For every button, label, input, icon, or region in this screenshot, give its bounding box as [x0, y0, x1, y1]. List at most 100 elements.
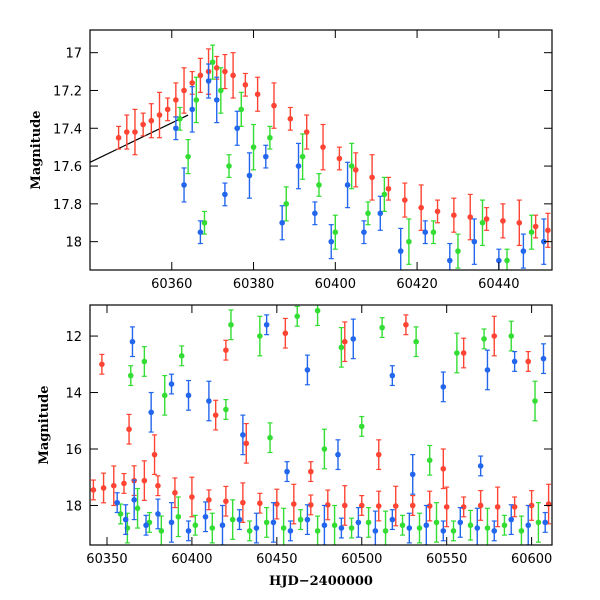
- data-point: [501, 522, 508, 529]
- data-point: [403, 321, 409, 328]
- data-point: [161, 392, 168, 399]
- bottom-panel: 60350 60400 60450 60500 60550 60600 12 14 16 18 M…: [37, 304, 553, 589]
- bottom-series-0-point: [528, 490, 535, 521]
- bottom-series-2-point: [525, 504, 532, 545]
- data-point: [148, 117, 155, 124]
- top-x-tick-label: 60440: [478, 277, 519, 292]
- top-series-2-point: [234, 110, 240, 146]
- bottom-series-2-point: [284, 461, 290, 483]
- bottom-series-2-point: [114, 492, 120, 514]
- data-point: [189, 106, 196, 113]
- top-series-0-point: [467, 193, 474, 241]
- data-point: [532, 223, 539, 230]
- bottom-series-1-point: [178, 345, 185, 367]
- top-series-2-point: [471, 218, 478, 265]
- data-point: [392, 503, 399, 509]
- top-series-0-point: [222, 53, 228, 90]
- bottom-series-0-point: [324, 489, 331, 521]
- data-point: [242, 82, 249, 88]
- top-series-0-point: [156, 91, 163, 139]
- top-series-0-point: [181, 67, 187, 114]
- bottom-series-1-point: [175, 496, 182, 538]
- bottom-plot-frame: [89, 304, 553, 546]
- top-x-tick-label: 60420: [396, 277, 437, 292]
- data-point: [471, 238, 478, 245]
- data-point: [178, 353, 185, 359]
- data-point: [416, 525, 423, 531]
- data-point: [263, 519, 270, 526]
- data-point: [491, 528, 498, 534]
- data-point: [361, 229, 367, 236]
- bottom-series-0-point: [375, 490, 382, 522]
- top-series-2-point: [189, 86, 196, 133]
- bottom-series-1-point: [382, 510, 389, 545]
- top-series-1-point: [250, 123, 257, 171]
- data-point: [181, 87, 187, 94]
- top-series-0-point: [242, 72, 249, 97]
- bottom-series-2-point: [335, 439, 341, 471]
- data-point: [219, 522, 226, 529]
- top-series-2-point: [377, 195, 384, 231]
- bottom-x-tick-label: 60450: [256, 552, 297, 567]
- top-series-0-point: [385, 176, 392, 201]
- top-series-1-point: [185, 139, 191, 175]
- top-y-axis-label: Magnitude: [29, 110, 44, 189]
- bottom-series-0-point: [491, 315, 498, 357]
- data-point: [418, 204, 424, 211]
- top-series-0-point: [434, 199, 441, 224]
- data-point: [131, 497, 137, 503]
- data-point: [141, 358, 148, 365]
- data-point: [240, 432, 246, 438]
- data-point: [168, 381, 175, 387]
- bottom-series-1-point: [450, 520, 457, 542]
- data-point: [155, 511, 161, 517]
- data-point: [338, 344, 345, 351]
- top-x-tick-label: 60400: [315, 277, 356, 292]
- bottom-y-axis-label: Magnitude: [37, 385, 52, 464]
- data-point: [324, 502, 331, 508]
- data-point: [321, 522, 328, 529]
- bottom-series-1-point: [413, 326, 419, 358]
- bottom-series-1-point: [314, 515, 321, 545]
- data-point: [202, 513, 209, 520]
- bottom-series-1-point: [117, 503, 124, 525]
- data-point: [132, 129, 138, 135]
- data-point: [236, 516, 243, 523]
- top-x-tick-label: 60360: [151, 277, 192, 292]
- bottom-series-2-point: [508, 504, 515, 536]
- bottom-x-tick-label: 60500: [341, 552, 382, 567]
- data-point: [545, 501, 552, 507]
- bottom-series-1-point: [257, 315, 263, 357]
- top-series-1-point: [177, 106, 183, 131]
- top-series-2-point: [328, 224, 335, 260]
- top-series-2-point: [397, 227, 404, 270]
- data-point: [122, 516, 129, 523]
- data-point: [426, 503, 433, 509]
- bottom-series-1-point: [134, 487, 141, 529]
- data-point: [542, 519, 549, 526]
- bottom-series-1-point: [314, 305, 321, 327]
- data-point: [518, 528, 525, 534]
- bottom-series-2-point: [372, 510, 379, 545]
- bottom-series-2-point: [511, 350, 518, 372]
- top-series-0-point: [230, 52, 236, 99]
- bottom-series-2-point: [236, 509, 243, 531]
- bottom-series-2-point: [304, 504, 311, 536]
- bottom-series-2-point: [270, 502, 277, 543]
- top-series-2-point: [279, 205, 285, 241]
- data-point: [254, 91, 261, 98]
- data-point: [348, 525, 355, 531]
- bottom-series-2-point: [253, 512, 260, 544]
- data-point: [358, 423, 365, 430]
- top-series-1-point: [299, 133, 306, 180]
- bottom-series-0-point: [440, 448, 447, 490]
- data-point: [110, 482, 117, 489]
- data-point: [460, 350, 467, 356]
- data-point: [213, 64, 220, 71]
- bottom-series-1-point: [358, 415, 365, 437]
- data-point: [341, 502, 348, 509]
- data-point: [528, 229, 535, 236]
- bottom-series-1-point: [426, 444, 433, 476]
- top-plot-frame: [89, 29, 553, 271]
- data-point: [385, 185, 392, 192]
